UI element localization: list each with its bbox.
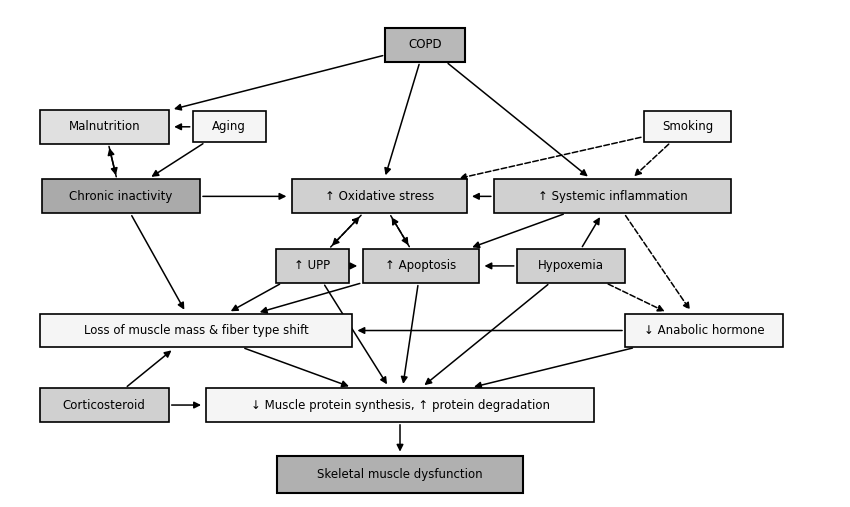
- FancyBboxPatch shape: [517, 249, 625, 283]
- Text: Smoking: Smoking: [662, 120, 713, 133]
- FancyBboxPatch shape: [42, 179, 200, 213]
- FancyBboxPatch shape: [643, 112, 731, 142]
- Text: Malnutrition: Malnutrition: [69, 120, 140, 133]
- FancyBboxPatch shape: [494, 179, 731, 213]
- Text: ↑ UPP: ↑ UPP: [294, 260, 331, 272]
- Text: ↑ Systemic inflammation: ↑ Systemic inflammation: [537, 190, 688, 203]
- Text: ↑ Apoptosis: ↑ Apoptosis: [385, 260, 456, 272]
- FancyBboxPatch shape: [40, 388, 169, 422]
- FancyBboxPatch shape: [625, 314, 783, 347]
- Text: ↑ Oxidative stress: ↑ Oxidative stress: [325, 190, 434, 203]
- Text: Chronic inactivity: Chronic inactivity: [69, 190, 173, 203]
- Text: Aging: Aging: [212, 120, 246, 133]
- FancyBboxPatch shape: [292, 179, 467, 213]
- Text: ↓ Muscle protein synthesis, ↑ protein degradation: ↓ Muscle protein synthesis, ↑ protein de…: [251, 399, 549, 412]
- FancyBboxPatch shape: [277, 456, 523, 493]
- FancyBboxPatch shape: [40, 110, 169, 143]
- FancyBboxPatch shape: [40, 314, 352, 347]
- FancyBboxPatch shape: [362, 249, 479, 283]
- Text: Corticosteroid: Corticosteroid: [63, 399, 145, 412]
- Text: Loss of muscle mass & fiber type shift: Loss of muscle mass & fiber type shift: [83, 324, 309, 337]
- Text: COPD: COPD: [408, 39, 442, 51]
- FancyBboxPatch shape: [276, 249, 349, 283]
- Text: Hypoxemia: Hypoxemia: [538, 260, 603, 272]
- Text: ↓ Anabolic hormone: ↓ Anabolic hormone: [643, 324, 764, 337]
- FancyBboxPatch shape: [385, 28, 465, 62]
- FancyBboxPatch shape: [207, 388, 593, 422]
- FancyBboxPatch shape: [193, 112, 266, 142]
- Text: Skeletal muscle dysfunction: Skeletal muscle dysfunction: [317, 468, 483, 481]
